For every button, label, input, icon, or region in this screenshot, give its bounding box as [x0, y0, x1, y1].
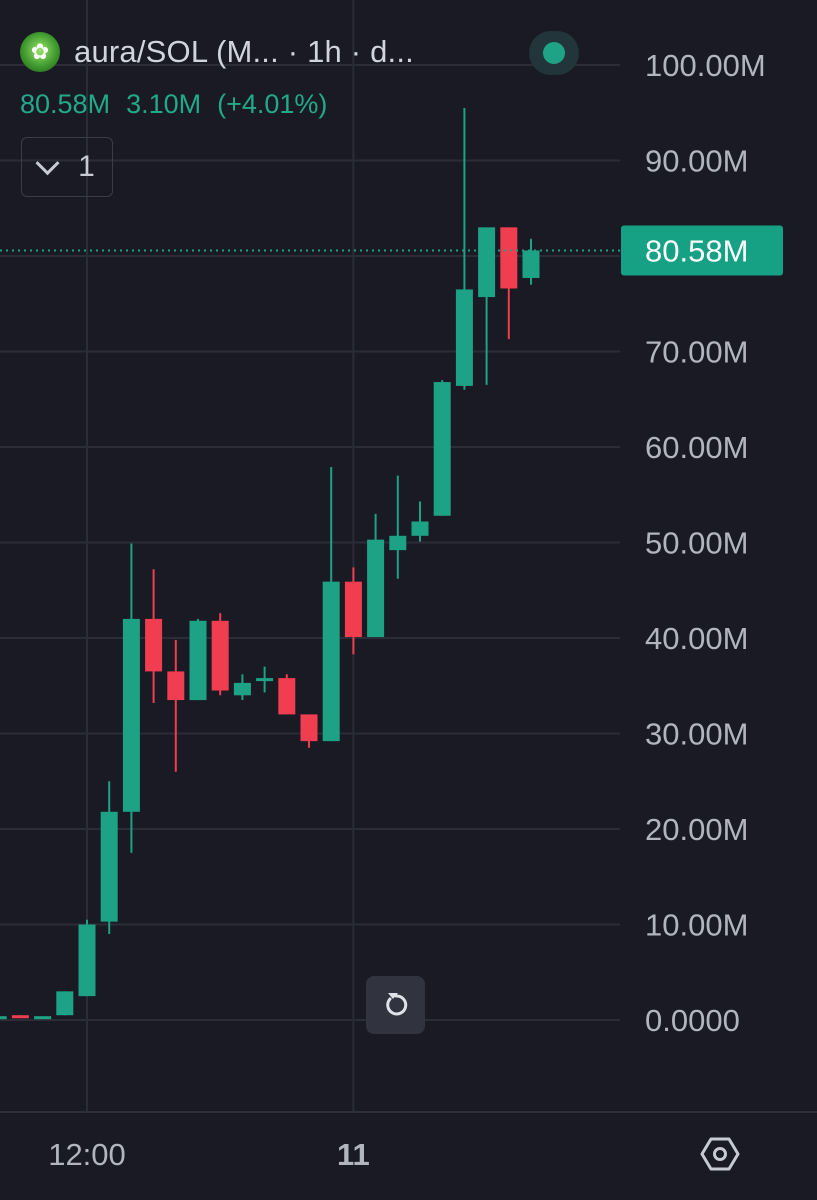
- candle: [455, 107, 473, 390]
- candle: [145, 569, 163, 703]
- candle-body: [344, 581, 362, 638]
- chevron-down-icon: [35, 150, 60, 175]
- candle-body: [278, 678, 296, 715]
- price-tick-label: 10.00M: [645, 908, 748, 943]
- candle-body: [78, 924, 96, 997]
- candle: [34, 1016, 52, 1020]
- candle: [0, 1016, 7, 1020]
- candles: [0, 107, 540, 1020]
- reset-chart-button[interactable]: [366, 976, 425, 1034]
- candle: [500, 227, 518, 340]
- price-tick-label: 100.00M: [645, 48, 766, 83]
- status-dot-icon: [543, 42, 565, 64]
- current-price-label: 80.58M: [645, 233, 748, 268]
- candle: [56, 991, 74, 1016]
- chart-header: ✿ aura/SOL (M... · 1h · d...: [20, 30, 414, 74]
- grid: [0, 0, 817, 1113]
- candle-body: [34, 1016, 52, 1020]
- indicators-collapse-button[interactable]: 1: [21, 137, 113, 197]
- candle: [233, 674, 251, 701]
- price-tick-label: 90.00M: [645, 144, 748, 179]
- candle: [278, 674, 296, 715]
- candle: [78, 919, 96, 997]
- price-tick-label: 70.00M: [645, 335, 748, 370]
- time-scale[interactable]: 12:00 11: [48, 1137, 370, 1172]
- candle-body: [211, 620, 229, 691]
- chart-settings-button[interactable]: [700, 1134, 740, 1174]
- candle: [167, 639, 185, 772]
- candle: [322, 467, 340, 742]
- candle-body: [300, 714, 318, 742]
- candle-body: [56, 991, 74, 1016]
- price-tick-label: 0.0000: [645, 1003, 740, 1038]
- legend-values: 80.58M 3.10M (+4.01%): [20, 89, 327, 120]
- candle: [433, 380, 451, 516]
- price-tick-label: 30.00M: [645, 717, 748, 752]
- candle-body: [0, 1016, 7, 1020]
- time-tick-label: 11: [337, 1137, 370, 1172]
- candle: [189, 618, 207, 701]
- candle: [522, 238, 540, 285]
- price-scale[interactable]: 100.00M 90.00M 70.00M 60.00M 50.00M 40.00M 30.…: [621, 48, 783, 1038]
- price-tick-label: 60.00M: [645, 430, 748, 465]
- current-price-badge: [621, 225, 783, 276]
- aura-token-icon: ✿: [20, 32, 60, 72]
- candle: [478, 227, 496, 385]
- legend-change-value: 3.10M: [126, 89, 202, 119]
- candle-body: [322, 581, 340, 742]
- candle-body: [455, 289, 473, 386]
- candle-body: [411, 521, 429, 536]
- candle: [11, 1015, 29, 1019]
- candle-body: [100, 811, 118, 922]
- settings-hexagon-icon: [700, 1137, 740, 1171]
- candle: [100, 781, 118, 935]
- candle: [367, 513, 385, 638]
- candle: [122, 543, 140, 853]
- candle: [211, 613, 229, 696]
- candle-body: [145, 618, 163, 672]
- price-tick-label: 20.00M: [645, 812, 748, 847]
- market-status-indicator[interactable]: [529, 31, 579, 75]
- time-tick-label: 12:00: [48, 1137, 126, 1172]
- legend-last-value: 80.58M: [20, 89, 111, 119]
- candle: [389, 475, 407, 579]
- candle-body: [122, 618, 140, 812]
- legend-change-percent: (+4.01%): [217, 89, 328, 119]
- reset-icon: [385, 993, 407, 1016]
- candle: [344, 567, 362, 655]
- candle-body: [256, 678, 274, 682]
- candle-body: [500, 227, 518, 289]
- candle-body: [233, 682, 251, 696]
- candle: [411, 501, 429, 542]
- candle-body: [167, 671, 185, 701]
- price-tick-label: 40.00M: [645, 621, 748, 656]
- price-tick-label: 50.00M: [645, 526, 748, 561]
- candle: [256, 666, 274, 693]
- candle-body: [367, 539, 385, 638]
- indicator-count: 1: [78, 150, 95, 183]
- candle-body: [522, 250, 540, 278]
- candle-body: [389, 535, 407, 551]
- candle-body: [11, 1015, 29, 1019]
- pair-title[interactable]: aura/SOL (M... · 1h · d...: [74, 34, 414, 69]
- candle-body: [433, 382, 451, 516]
- candle-body: [478, 227, 496, 298]
- candle-body: [189, 620, 207, 701]
- candle: [300, 714, 318, 748]
